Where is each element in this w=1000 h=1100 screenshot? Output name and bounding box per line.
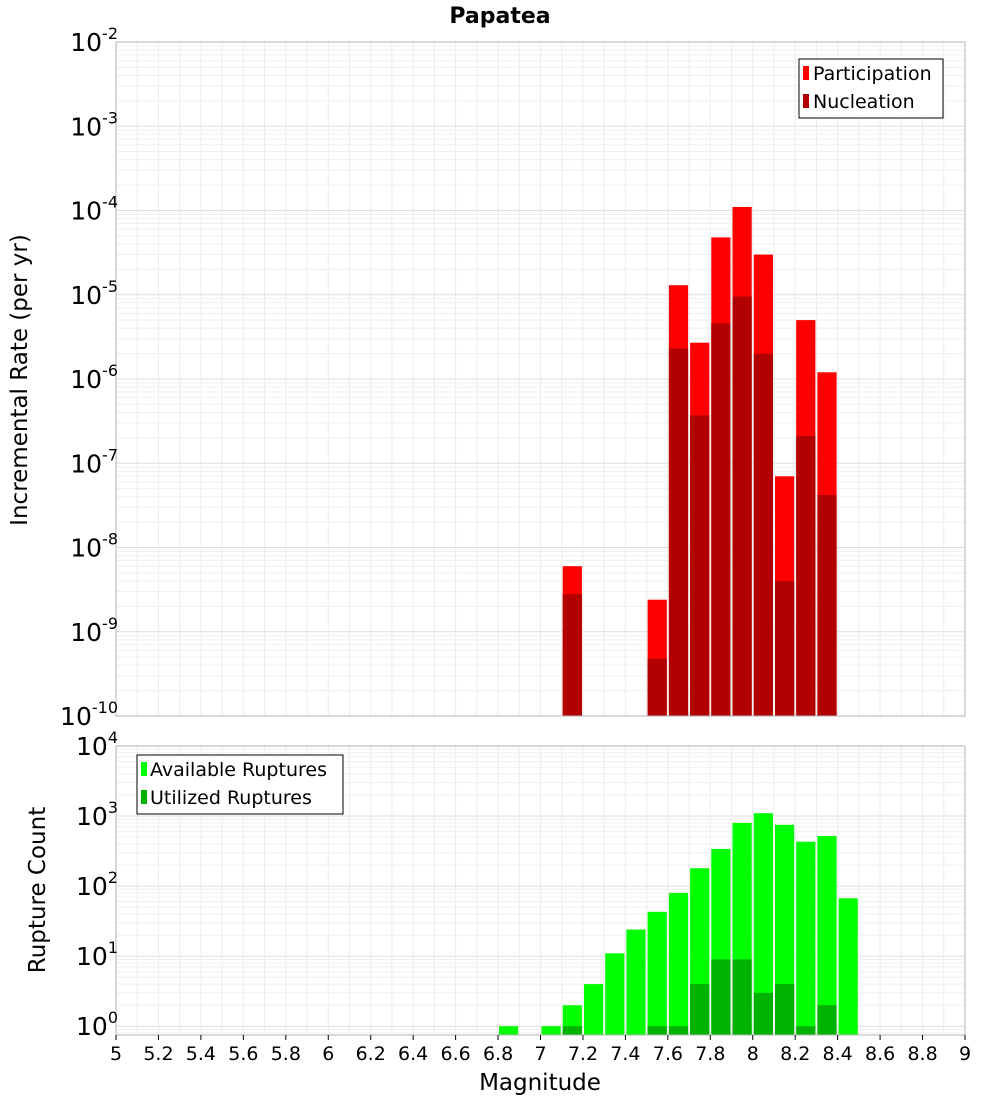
x-tick-label: 6.2 <box>356 1043 386 1065</box>
bottom-bar-available-ruptures <box>668 892 689 1035</box>
top-bars <box>562 207 837 716</box>
bottom-bars <box>499 813 858 1035</box>
bottom-y-axis-label: Rupture Count <box>25 807 51 973</box>
x-tick-label: 6 <box>322 1043 334 1065</box>
x-tick-label: 8.2 <box>780 1043 810 1065</box>
bottom-legend: Available Ruptures Utilized Ruptures <box>136 754 344 815</box>
legend-swatch-participation <box>803 66 809 80</box>
x-tick-label: 6.6 <box>440 1043 470 1065</box>
bottom-bar-utilized-ruptures <box>817 1005 837 1035</box>
y-tick-label: 100 <box>76 1008 118 1041</box>
x-axis-label: Magnitude <box>479 1070 601 1096</box>
bottom-bar-available-ruptures <box>796 841 816 1035</box>
legend-label-utilized: Utilized Ruptures <box>150 787 312 809</box>
top-bar-nucleation <box>690 415 710 716</box>
bottom-bar-utilized-ruptures <box>753 992 773 1035</box>
y-tick-label: 10-9 <box>70 614 118 647</box>
x-tick-label: 5 <box>110 1043 122 1065</box>
y-tick-label: 102 <box>76 868 118 901</box>
x-tick-label: 8.4 <box>823 1043 853 1065</box>
y-tick-label: 101 <box>76 938 118 971</box>
bottom-bar-utilized-ruptures <box>796 1026 816 1035</box>
bottom-bar-utilized-ruptures <box>711 959 731 1035</box>
bottom-bar-available-ruptures <box>584 984 604 1035</box>
bottom-bar-available-ruptures <box>605 953 625 1035</box>
top-bar-nucleation <box>732 296 752 716</box>
x-tick-label: 8 <box>747 1043 759 1065</box>
bottom-bar-available-ruptures <box>817 836 837 1035</box>
x-tick-label: 7.8 <box>695 1043 725 1065</box>
top-legend: Participation Nucleation <box>798 58 944 119</box>
bottom-legend-box <box>136 754 344 815</box>
y-tick-label: 10-10 <box>60 698 118 731</box>
y-tick-label: 10-8 <box>70 530 118 563</box>
y-tick-label: 10-3 <box>70 108 118 141</box>
top-grid <box>116 42 965 716</box>
legend-label-nucleation: Nucleation <box>813 91 915 113</box>
x-tick-label: 8.6 <box>865 1043 895 1065</box>
bottom-bar-utilized-ruptures <box>690 984 710 1035</box>
top-bar-nucleation <box>647 658 667 716</box>
x-tick-label: 6.8 <box>483 1043 513 1065</box>
bottom-bar-available-ruptures <box>626 929 646 1035</box>
top-y-ticks: 10-10 10-9 10-8 10-7 10-6 10-5 10-4 10-3 10-2 <box>60 24 118 731</box>
x-tick-label: 5.2 <box>143 1043 173 1065</box>
x-tick-label: 7 <box>534 1043 546 1065</box>
bottom-bar-utilized-ruptures <box>775 984 795 1035</box>
bottom-y-ticks: 100 101 102 103 104 <box>76 728 118 1041</box>
top-legend-box <box>798 58 944 119</box>
top-bar-nucleation <box>796 436 816 716</box>
bottom-bar-available-ruptures <box>541 1026 561 1035</box>
y-tick-label: 10-2 <box>70 24 118 57</box>
bottom-bar-utilized-ruptures <box>562 1026 582 1035</box>
legend-swatch-available <box>141 762 147 776</box>
y-tick-label: 10-6 <box>70 361 118 394</box>
top-bar-nucleation <box>562 594 582 716</box>
x-tick-label: 7.4 <box>610 1043 640 1065</box>
bottom-bar-available-ruptures <box>499 1026 519 1035</box>
legend-label-participation: Participation <box>813 63 932 85</box>
x-tick-label: 5.4 <box>186 1043 216 1065</box>
x-tick-label: 9 <box>959 1043 971 1065</box>
x-tick-label: 5.6 <box>228 1043 258 1065</box>
top-bar-nucleation <box>711 323 731 716</box>
top-bar-nucleation <box>817 495 837 716</box>
top-panel: 10-10 10-9 10-8 10-7 10-6 10-5 10-4 10-3 10-2 In… <box>7 24 966 731</box>
chart-title: Papatea <box>449 4 550 29</box>
legend-swatch-nucleation <box>803 94 809 108</box>
x-tick-label: 5.8 <box>271 1043 301 1065</box>
x-tick-label: 7.6 <box>653 1043 683 1065</box>
y-tick-label: 10-7 <box>70 445 118 478</box>
top-bar-nucleation <box>753 353 773 716</box>
x-ticks: 5 5.2 5.4 5.6 5.8 6 6.2 6.4 6.6 6.8 7 7.2 7.4 7.6 7.8 8… <box>110 1035 971 1065</box>
bottom-bar-available-ruptures <box>647 911 667 1035</box>
top-bar-nucleation <box>668 348 689 716</box>
bottom-bar-utilized-ruptures <box>647 1026 667 1035</box>
top-plot-frame <box>115 41 966 717</box>
top-y-axis-label: Incremental Rate (per yr) <box>7 234 33 526</box>
bottom-bar-available-ruptures <box>838 898 858 1035</box>
y-tick-label: 10-5 <box>70 277 118 310</box>
top-bar-nucleation <box>775 581 795 716</box>
y-tick-label: 103 <box>76 798 118 831</box>
y-tick-label: 104 <box>76 728 118 761</box>
x-tick-label: 8.8 <box>907 1043 937 1065</box>
bottom-bar-available-ruptures <box>753 813 773 1035</box>
x-tick-label: 6.4 <box>398 1043 428 1065</box>
bottom-bar-available-ruptures <box>775 824 795 1035</box>
x-tick-label: 7.2 <box>568 1043 598 1065</box>
bottom-bar-utilized-ruptures <box>668 1026 689 1035</box>
bottom-bar-utilized-ruptures <box>732 959 752 1035</box>
y-tick-label: 10-4 <box>70 193 118 226</box>
legend-label-available: Available Ruptures <box>150 759 327 781</box>
legend-swatch-utilized <box>141 790 147 804</box>
bottom-panel: 100 101 102 103 104 5 5.2 5.4 5.6 5.8 6 6.2 6.4 6.6 6… <box>25 728 971 1096</box>
